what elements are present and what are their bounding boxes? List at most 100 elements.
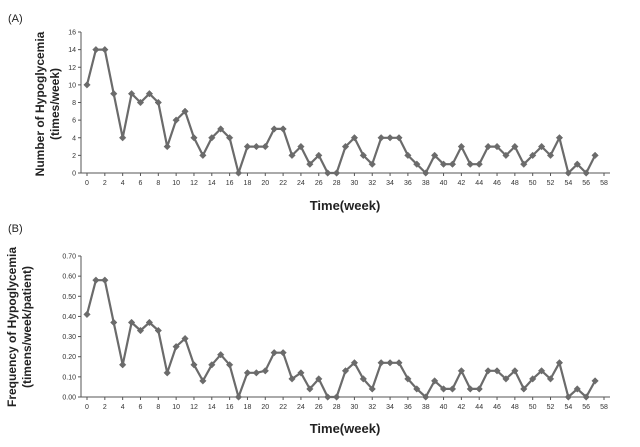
x-tick-label: 28 (333, 180, 341, 187)
y-tick-label: 14 (68, 47, 76, 54)
data-point (448, 160, 457, 168)
series-line (85, 279, 597, 399)
data-point (359, 151, 367, 160)
y-tick-label: 0.10 (62, 374, 76, 381)
x-tick-label: 42 (457, 404, 465, 411)
x-tick-label: 4 (121, 404, 125, 411)
data-point (537, 142, 546, 151)
x-tick-label: 32 (368, 404, 376, 411)
data-point (529, 151, 537, 160)
data-point (546, 151, 555, 160)
data-point (591, 151, 599, 160)
x-tick-label: 6 (139, 404, 143, 411)
x-tick-label: 8 (156, 180, 160, 187)
data-point (537, 367, 546, 375)
y-tick-label: 8 (72, 100, 76, 107)
data-point (430, 151, 439, 160)
data-point (520, 160, 528, 168)
x-tick-label: 36 (404, 180, 412, 187)
data-point (261, 367, 269, 375)
data-point (591, 377, 599, 385)
x-tick-label: 6 (139, 180, 143, 187)
x-tick-label: 14 (208, 404, 216, 411)
data-point (368, 160, 376, 168)
data-point (484, 367, 492, 375)
x-tick-label: 30 (351, 180, 359, 187)
x-tick-label: 42 (457, 180, 465, 187)
data-point (243, 369, 252, 377)
data-point (83, 310, 91, 319)
x-tick-label: 50 (529, 180, 537, 187)
x-tick-label: 0 (85, 180, 89, 187)
data-point (225, 134, 234, 142)
x-tick-label: 28 (333, 404, 341, 411)
x-tick-label: 52 (547, 404, 555, 411)
panel-a-series (83, 45, 599, 177)
x-tick-label: 46 (493, 180, 501, 187)
data-point (413, 160, 421, 168)
x-tick-label: 2 (103, 404, 107, 411)
data-point (341, 142, 350, 151)
y-tick-label: 0.70 (62, 254, 76, 261)
data-point (573, 385, 581, 393)
data-point (288, 375, 296, 383)
x-tick-label: 16 (226, 180, 234, 187)
data-point (520, 385, 528, 393)
x-tick-label: 48 (511, 404, 519, 411)
data-point (386, 359, 394, 367)
data-point (92, 45, 100, 54)
data-point (582, 393, 590, 401)
x-tick-label: 26 (315, 404, 323, 411)
data-point (439, 160, 448, 168)
panel-b-series (83, 276, 599, 401)
data-point (484, 142, 492, 151)
y-tick-label: 10 (68, 82, 76, 89)
data-point (324, 169, 332, 177)
data-point (252, 142, 261, 151)
data-point (439, 385, 448, 393)
data-point (359, 375, 367, 383)
data-point (422, 393, 430, 401)
series-line (85, 48, 597, 175)
x-tick-label: 44 (475, 180, 483, 187)
panel-b: (B) Frequency of Hypoglycemia (timens/we… (5, 223, 610, 436)
data-point (270, 125, 278, 133)
x-tick-label: 38 (422, 404, 430, 411)
data-point (306, 160, 314, 168)
data-point (181, 107, 189, 115)
data-point (217, 351, 225, 359)
x-tick-label: 10 (172, 180, 180, 187)
panel-a-xlabel: Time(week) (310, 198, 381, 213)
y-tick-label: 16 (68, 30, 76, 37)
data-point (288, 151, 296, 160)
panel-a-y-ticks: 0 2 4 6 8 10 12 14 16 (68, 30, 81, 178)
x-tick-label: 34 (386, 180, 394, 187)
data-point (270, 349, 278, 357)
x-tick-label: 14 (208, 180, 216, 187)
data-point (172, 342, 180, 351)
x-tick-label: 4 (121, 180, 125, 187)
data-point (493, 142, 501, 151)
data-point (101, 45, 109, 54)
data-point (404, 151, 412, 160)
y-tick-label: 0 (72, 171, 76, 178)
data-point (422, 169, 430, 177)
panel-a-ylabel-line2: (times/week) (48, 68, 62, 140)
data-point (395, 134, 403, 142)
x-tick-label: 56 (582, 404, 590, 411)
x-tick-label: 44 (475, 404, 483, 411)
data-point (546, 375, 555, 383)
data-point (529, 375, 537, 383)
y-tick-label: 0.60 (62, 274, 76, 281)
data-point (297, 369, 305, 377)
x-tick-label: 54 (564, 180, 572, 187)
y-tick-label: 12 (68, 65, 76, 72)
panel-a-label: (A) (8, 13, 23, 25)
x-tick-label: 2 (103, 180, 107, 187)
y-tick-label: 0.00 (62, 395, 76, 402)
data-point (163, 142, 171, 151)
x-tick-label: 8 (156, 404, 160, 411)
data-point (119, 361, 127, 369)
data-point (252, 369, 261, 377)
data-point (448, 385, 457, 393)
